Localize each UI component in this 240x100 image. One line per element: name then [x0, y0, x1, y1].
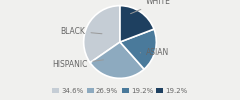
- Text: WHITE: WHITE: [131, 0, 171, 14]
- Legend: 34.6%, 26.9%, 19.2%, 19.2%: 34.6%, 26.9%, 19.2%, 19.2%: [49, 85, 191, 96]
- Text: ASIAN: ASIAN: [140, 48, 169, 57]
- Wedge shape: [84, 6, 120, 63]
- Text: HISPANIC: HISPANIC: [52, 60, 103, 69]
- Wedge shape: [90, 42, 144, 78]
- Wedge shape: [120, 29, 156, 69]
- Wedge shape: [120, 6, 154, 42]
- Text: BLACK: BLACK: [60, 27, 102, 36]
